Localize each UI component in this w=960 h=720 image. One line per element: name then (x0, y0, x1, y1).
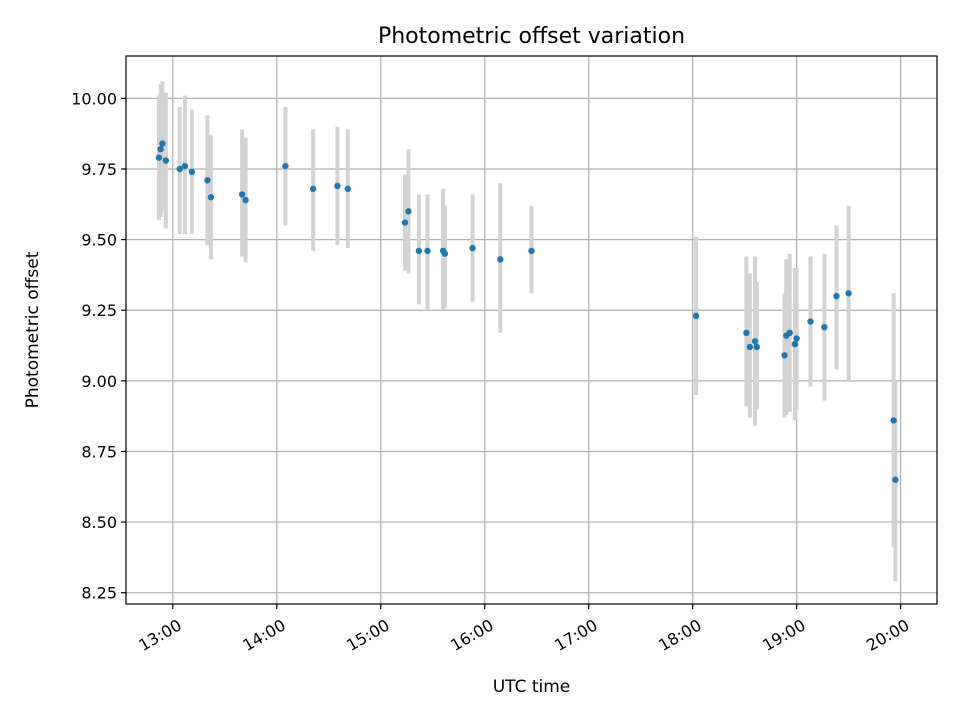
y-tick-label: 8.25 (81, 584, 117, 603)
data-point (781, 352, 788, 359)
data-point (188, 168, 196, 176)
y-tick-label: 8.50 (81, 513, 117, 532)
data-point (890, 417, 897, 424)
data-point (791, 340, 799, 348)
data-point (242, 196, 249, 204)
y-tick-label: 8.75 (81, 442, 117, 461)
y-tick-label: 9.50 (81, 231, 117, 250)
x-tick-label: 15:00 (343, 615, 392, 655)
data-point (176, 165, 183, 173)
y-tick-label: 10.00 (71, 89, 117, 108)
data-point (892, 476, 899, 483)
data-point (441, 250, 449, 257)
data-point (821, 323, 828, 331)
data-points (155, 140, 899, 483)
data-point (344, 185, 352, 192)
grid (126, 56, 937, 604)
data-point (282, 162, 289, 170)
y-tick-label: 9.25 (81, 301, 117, 320)
data-point (401, 219, 409, 226)
chart-title: Photometric offset variation (378, 24, 685, 49)
data-point (746, 343, 754, 351)
data-point (162, 157, 170, 164)
data-point (207, 194, 215, 201)
data-point (743, 329, 750, 337)
x-tick-label: 17:00 (551, 615, 600, 655)
data-point (405, 208, 412, 215)
data-point (845, 290, 852, 297)
data-point (469, 244, 476, 252)
data-point (424, 247, 431, 255)
data-point (793, 335, 800, 342)
x-axis-ticks: 13:00 14:00 15:00 16:00 17:00 18:00 19:00 20:00 (135, 604, 913, 655)
x-tick-label: 20:00 (863, 615, 912, 655)
data-point (786, 329, 793, 337)
data-point (155, 154, 163, 161)
data-point (833, 292, 840, 300)
data-point (157, 146, 164, 153)
data-point (692, 312, 700, 320)
y-axis-label: Photometric offset (23, 251, 43, 408)
x-tick-label: 13:00 (135, 615, 184, 655)
data-point (753, 343, 760, 351)
data-point (238, 191, 246, 198)
data-point (159, 140, 166, 147)
x-tick-label: 18:00 (655, 615, 704, 655)
y-tick-label: 9.75 (81, 160, 117, 179)
y-tick-label: 9.00 (81, 372, 117, 391)
x-tick-label: 14:00 (239, 615, 288, 655)
x-tick-label: 19:00 (759, 615, 808, 655)
data-point (807, 318, 814, 325)
data-point (181, 162, 189, 170)
x-tick-label: 16:00 (447, 615, 496, 655)
data-point (528, 247, 535, 255)
x-axis-label: UTC time (493, 677, 571, 697)
data-point (309, 185, 317, 192)
data-point (204, 177, 211, 184)
error-bars (156, 81, 898, 582)
plot-frame (125, 55, 938, 605)
data-point (497, 256, 504, 263)
data-point (415, 247, 423, 255)
data-point (334, 182, 341, 190)
data-point (751, 338, 759, 345)
y-axis-ticks: 8.25 8.50 8.75 9.00 9.25 9.50 9.75 10.00 (71, 89, 126, 603)
